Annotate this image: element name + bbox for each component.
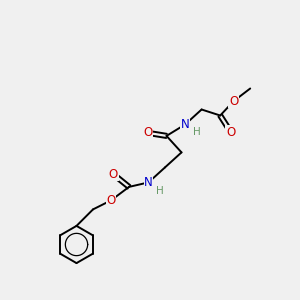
- Text: O: O: [106, 194, 116, 207]
- Text: O: O: [229, 94, 238, 108]
- Text: N: N: [181, 118, 190, 131]
- Text: O: O: [143, 126, 152, 140]
- Text: H: H: [156, 186, 164, 196]
- Text: N: N: [144, 176, 153, 189]
- Text: H: H: [193, 127, 200, 137]
- Text: O: O: [109, 168, 118, 181]
- Text: O: O: [226, 125, 235, 139]
